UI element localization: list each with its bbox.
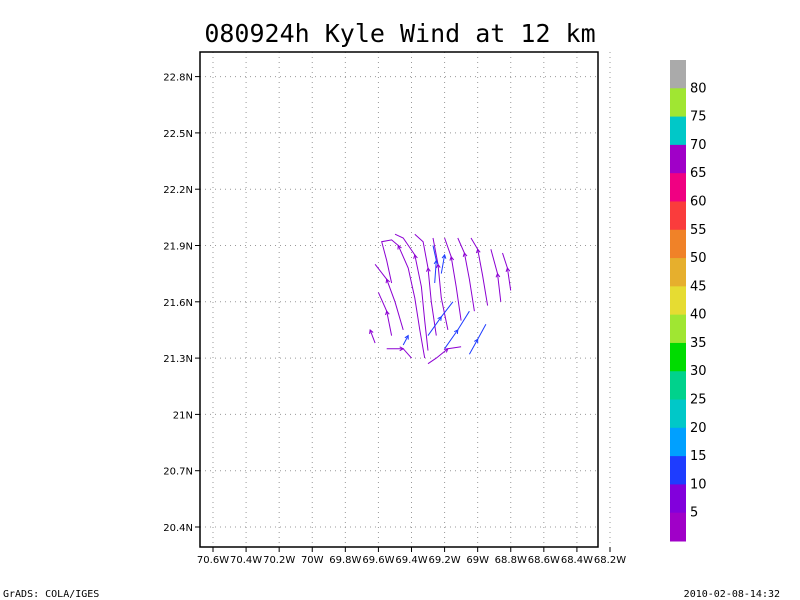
streamline-arrow [404,334,409,340]
streamline [470,237,489,306]
streamline [394,233,429,351]
y-tick-label: 20.7N [163,467,193,478]
colorbar-segment [670,512,686,542]
streamline-arrow [435,263,441,269]
y-tick-label: 21N [173,410,193,421]
colorbar-label: 5 [690,506,698,521]
streamline-arrow [426,266,431,272]
colorbar-label: 20 [690,421,707,436]
y-tick-label: 22.5N [163,129,193,140]
footer-right: 2010-02-08-14:32 [684,589,780,600]
y-tick-label: 21.9N [163,242,193,253]
x-tick-label: 68.6W [528,555,560,566]
y-tick-label: 21.6N [163,298,193,309]
streamline [377,292,393,336]
streamline-arrow [495,272,501,278]
streamline [427,346,462,365]
streamline-arrow [369,328,374,334]
colorbar-segment [670,258,686,287]
colorbar-label: 80 [690,81,707,96]
x-tick-label: 68.8W [495,555,527,566]
colorbar-segment [670,456,686,485]
colorbar-segment [670,484,686,514]
streamline-arrow [437,315,442,321]
streamline-arrow [385,310,390,316]
colorbar-label: 10 [690,477,707,492]
streamline-arrow [462,251,468,257]
streamline-arrow [441,253,447,259]
x-tick-label: 69.8W [329,555,361,566]
streamline-arrow [413,253,418,259]
streamline [444,237,462,321]
streamline-arrow [385,278,391,284]
streamline-arrow [454,329,459,334]
colorbar-segment [670,144,686,174]
colorbar-segment [670,201,686,231]
x-tick-label: 70.2W [263,555,295,566]
colorbar-label: 40 [690,308,707,323]
x-tick-label: 69W [466,555,489,566]
x-tick-label: 70.6W [197,555,229,566]
streamline [432,237,449,331]
colorbar-segment [670,229,686,259]
colorbar-label: 55 [690,223,707,238]
y-tick-label: 20.4N [163,523,193,534]
y-tick-label: 22.2N [163,185,193,196]
streamline [374,263,404,331]
colorbar-segment [670,314,686,344]
colorbar-segment [670,371,686,401]
grid-lines [200,52,611,547]
streamline [381,239,426,359]
colorbar-segment [670,286,686,316]
chart-title: 080924h Kyle Wind at 12 km [204,19,595,48]
colorbar-label: 65 [690,166,707,181]
plot-frame [199,51,599,548]
streamline-arrow [443,348,449,353]
streamline [440,254,446,274]
x-tick-label: 70.4W [230,555,262,566]
footer-left: GrADS: COLA/IGES [3,589,99,600]
streamline-arrow [433,259,439,265]
streamline [386,348,412,359]
colorbar-label: 70 [690,138,707,153]
streamlines [369,233,512,365]
y-tick-label: 22.8N [163,73,193,84]
y-tick-label: 21.3N [163,354,193,365]
colorbar-segment [670,60,686,89]
x-tick-label: 68.2W [594,555,626,566]
x-tick-label: 68.4W [561,555,593,566]
colorbar-segment [670,342,686,372]
colorbar-label: 15 [690,449,707,464]
colorbar-segment [670,88,686,118]
colorbar-segment [670,399,686,429]
colorbar-label: 25 [690,393,707,408]
x-tick-label: 69.4W [395,555,427,566]
x-tick-label: 70W [301,555,324,566]
colorbar: 5 10 15 20 25 30 35 40 45 50 55 60 65 70 75 80 [670,60,707,542]
streamline [502,252,512,291]
colorbar-segment [670,116,686,146]
x-tick-label: 69.6W [362,555,394,566]
streamline-arrow [475,248,481,254]
colorbar-label: 30 [690,364,707,379]
streamline [369,329,376,344]
colorbar-label: 60 [690,194,707,209]
streamline-arrow [399,346,405,352]
y-axis-ticks: 22.8N 22.5N 22.2N 21.9N 21.6N 21.3N 21N 20.7N 20… [163,73,200,534]
colorbar-label: 45 [690,279,707,294]
streamline-arrow [397,244,402,250]
colorbar-segment [670,427,686,457]
streamline-arrow [449,255,455,261]
streamline-arrow [474,338,479,344]
colorbar-label: 50 [690,251,707,266]
streamline [402,335,409,346]
x-axis-ticks: 70.6W 70.4W 70.2W 70W 69.8W 69.6W 69.4W 69.2W 69… [197,547,626,566]
streamline [457,237,475,312]
colorbar-label: 35 [690,336,707,351]
streamline-arrow [505,266,511,272]
colorbar-label: 75 [690,110,707,125]
colorbar-segment [670,173,686,202]
x-tick-label: 69.2W [429,555,461,566]
